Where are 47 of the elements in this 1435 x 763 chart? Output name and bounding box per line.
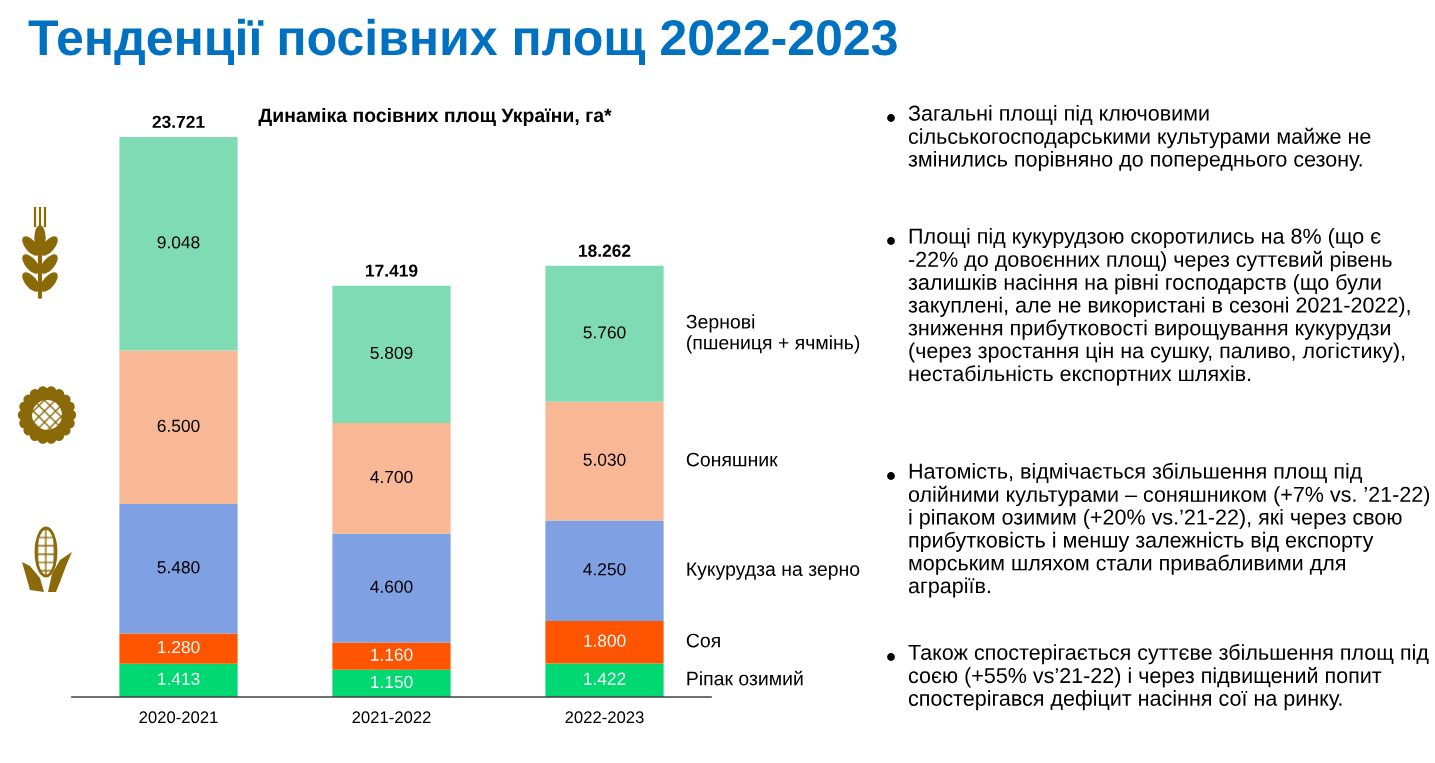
series-label: Соя	[686, 633, 720, 648]
bar	[119, 504, 238, 634]
bar	[332, 285, 451, 423]
data-label: 1.413	[158, 672, 200, 685]
data-label: 1.280	[158, 640, 200, 654]
bar	[332, 669, 451, 697]
bar	[332, 642, 451, 670]
text: Площі під кукурудзою скоротились на 8% (що є -22% до довоєнних площ) через суттєвий рівень залишків насіння на рівні господарств (що були закуплені, але не використані в сезоні 2021-2022), зниження прибутковості вирощування кукурудзи (через зростання цін на сушку, паливо, логістику), нестабільність експортних шляхів.	[908, 228, 1410, 386]
x-tick-label: 2022-2023	[565, 711, 644, 724]
text: Натомість, відмічається збільшення площ під олійними культурами – соняшником (+7% vs. ’21-22) і ріпаком озимим (+20% vs.’21-22), які через свою прибутковість і меншу залежність від експорту морським шляхом стали привабливими для аграріїв.	[908, 462, 1430, 598]
bar	[545, 401, 664, 521]
data-label: 6.500	[157, 419, 200, 432]
data-label: 1.800	[584, 634, 626, 647]
data-label: 1.422	[584, 672, 626, 685]
total-label: 17.419	[366, 264, 418, 277]
data-label: 5.030	[583, 453, 626, 466]
bar	[119, 663, 238, 697]
series-label: Зернові (пшениця + ячмінь)	[686, 314, 860, 354]
bar	[119, 633, 238, 664]
bar	[332, 533, 451, 643]
data-label: 1.150	[371, 675, 413, 689]
bar	[545, 520, 664, 621]
chart-subtitle: Динаміка посівних площ України, га*	[258, 107, 612, 127]
x-tick-label: 2021-2022	[352, 711, 431, 724]
data-label: 1.160	[371, 648, 413, 661]
series-label: Кукурудза на зерно	[687, 562, 860, 580]
series-label: Соняшник	[686, 452, 778, 467]
bar	[332, 422, 451, 534]
bar	[119, 350, 238, 505]
x-tick-label: 2020-2021	[139, 711, 218, 724]
data-label: 4.250	[583, 563, 626, 576]
bar	[545, 663, 664, 697]
series-label: Ріпак озимий	[687, 670, 803, 686]
bar	[545, 265, 664, 402]
text: Загальні площі під ключовими сільськогосподарськими культурами майже не змінились порівняно до попереднього сезону.	[908, 105, 1371, 171]
data-label: 5.760	[583, 326, 626, 339]
text: Також спостерігається суттєве збільшення площ під соєю (+55% vs’21-22) і через підвищений попит спостерігався дефіцит насіння сої на ринку.	[908, 644, 1429, 711]
bar	[119, 137, 238, 351]
data-label: 9.048	[157, 236, 200, 249]
bar	[545, 620, 664, 664]
data-label: 4.600	[370, 580, 413, 593]
total-label: 18.262	[579, 244, 631, 257]
chart-title: Тенденції посівних площ 2022-2023	[28, 18, 897, 65]
data-label: 5.480	[157, 561, 200, 574]
data-label: 4.700	[370, 470, 413, 484]
total-label: 23.721	[152, 115, 205, 129]
data-label: 5.809	[370, 346, 413, 360]
